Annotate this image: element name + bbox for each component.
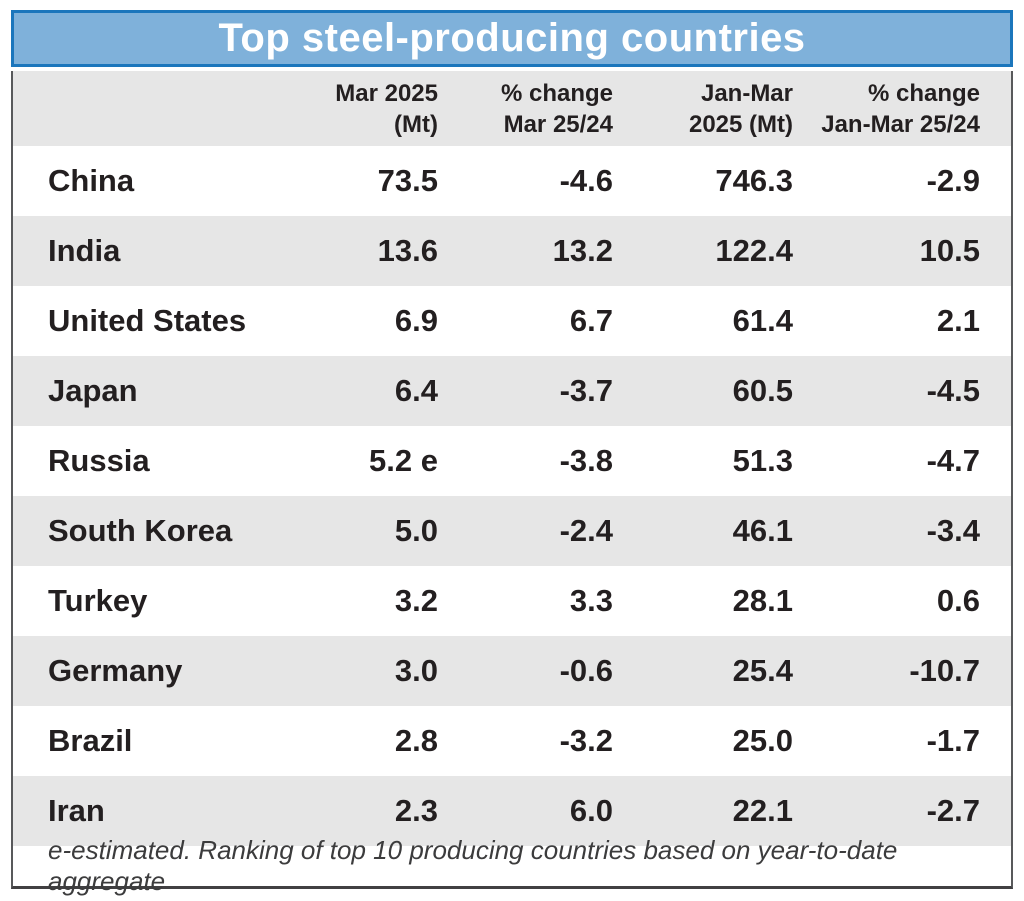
mar-2025-mt-value: 2.8 (394, 723, 438, 758)
country-name: South Korea (48, 513, 233, 548)
jan-mar-2025-mt-value: 25.0 (732, 723, 793, 758)
jan-mar-2025-mt-value: 22.1 (732, 793, 793, 828)
pct-change-jan-mar-value: -2.9 (926, 163, 980, 198)
header-mar-2025-mt: Mar 2025 (Mt) (335, 79, 438, 138)
pct-change-mar-value: -0.6 (559, 653, 613, 688)
country-name: Brazil (48, 723, 133, 758)
pct-change-jan-mar-value: 2.1 (936, 303, 980, 338)
jan-mar-2025-mt-value: 51.3 (732, 443, 793, 478)
country-name: Russia (48, 443, 150, 478)
pct-change-mar-value: -2.4 (559, 513, 613, 548)
country-name: Germany (48, 653, 183, 688)
mar-2025-mt-value: 5.2 e (369, 443, 438, 478)
header-jan-mar-2025-mt: Jan-Mar 2025 (Mt) (688, 79, 793, 138)
table-title: Top steel-producing countries (218, 16, 806, 60)
table-row: Germany 3.0 -0.6 25.4 -10.7 (13, 636, 1011, 706)
country-name: Iran (48, 793, 105, 828)
jan-mar-2025-mt-value: 25.4 (732, 653, 793, 688)
pct-change-mar-value: 3.3 (569, 583, 613, 618)
pct-change-jan-mar-value: -2.7 (926, 793, 980, 828)
pct-change-mar-value: -3.8 (559, 443, 613, 478)
table-row: India 13.6 13.2 122.4 10.5 (13, 216, 1011, 286)
header-pct-change-mar: % change Mar 25/24 (500, 79, 613, 138)
pct-change-jan-mar-value: 0.6 (936, 583, 980, 618)
mar-2025-mt-value: 73.5 (377, 163, 438, 198)
pct-change-jan-mar-value: -1.7 (926, 723, 980, 758)
jan-mar-2025-mt-value: 122.4 (715, 233, 793, 268)
pct-change-mar-value: 13.2 (552, 233, 613, 268)
jan-mar-2025-mt-value: 60.5 (732, 373, 793, 408)
country-name: Turkey (48, 583, 148, 618)
mar-2025-mt-value: 6.9 (394, 303, 438, 338)
table-title-bar: Top steel-producing countries (11, 10, 1013, 67)
mar-2025-mt-value: 2.3 (394, 793, 438, 828)
table-row: Turkey 3.2 3.3 28.1 0.6 (13, 566, 1011, 636)
pct-change-jan-mar-value: -10.7 (909, 653, 980, 688)
table-body: Mar 2025 (Mt) % change Mar 25/24 Jan-Mar… (11, 71, 1013, 896)
pct-change-mar-value: -3.7 (559, 373, 613, 408)
country-name: United States (48, 303, 247, 338)
table-row: Russia 5.2 e -3.8 51.3 -4.7 (13, 426, 1011, 496)
pct-change-mar-value: -4.6 (559, 163, 613, 198)
jan-mar-2025-mt-value: 746.3 (715, 163, 793, 198)
table-rows: China 73.5 -4.6 746.3 -2.9 India 13.6 13… (13, 146, 1011, 846)
pct-change-jan-mar-value: 10.5 (919, 233, 980, 268)
table-row: China 73.5 -4.6 746.3 -2.9 (13, 146, 1011, 216)
table-row: United States 6.9 6.7 61.4 2.1 (13, 286, 1011, 356)
mar-2025-mt-value: 13.6 (377, 233, 438, 268)
jan-mar-2025-mt-value: 61.4 (732, 303, 793, 338)
mar-2025-mt-value: 5.0 (394, 513, 438, 548)
pct-change-jan-mar-value: -3.4 (926, 513, 980, 548)
pct-change-mar-value: 6.0 (569, 793, 613, 828)
table-row: South Korea 5.0 -2.4 46.1 -3.4 (13, 496, 1011, 566)
pct-change-jan-mar-value: -4.5 (926, 373, 980, 408)
pct-change-jan-mar-value: -4.7 (926, 443, 980, 478)
jan-mar-2025-mt-value: 28.1 (732, 583, 793, 618)
mar-2025-mt-value: 3.2 (394, 583, 438, 618)
steel-production-table: Top steel-producing countries Mar 2025 (… (11, 10, 1013, 896)
header-pct-change-jan-mar: % change Jan-Mar 25/24 (821, 79, 980, 138)
jan-mar-2025-mt-value: 46.1 (732, 513, 793, 548)
footnote-row: e-estimated. Ranking of top 10 producing… (13, 835, 1011, 896)
mar-2025-mt-value: 3.0 (394, 653, 438, 688)
footnote-text: e-estimated. Ranking of top 10 producing… (48, 835, 898, 896)
table-row: Iran 2.3 6.0 22.1 -2.7 (13, 776, 1011, 846)
pct-change-mar-value: 6.7 (569, 303, 613, 338)
column-header-row: Mar 2025 (Mt) % change Mar 25/24 Jan-Mar… (13, 71, 1011, 146)
table-row: Brazil 2.8 -3.2 25.0 -1.7 (13, 706, 1011, 776)
country-name: India (48, 233, 121, 268)
table-row: Japan 6.4 -3.7 60.5 -4.5 (13, 356, 1011, 426)
pct-change-mar-value: -3.2 (559, 723, 613, 758)
country-name: China (48, 163, 135, 198)
country-name: Japan (48, 373, 138, 408)
mar-2025-mt-value: 6.4 (394, 373, 438, 408)
